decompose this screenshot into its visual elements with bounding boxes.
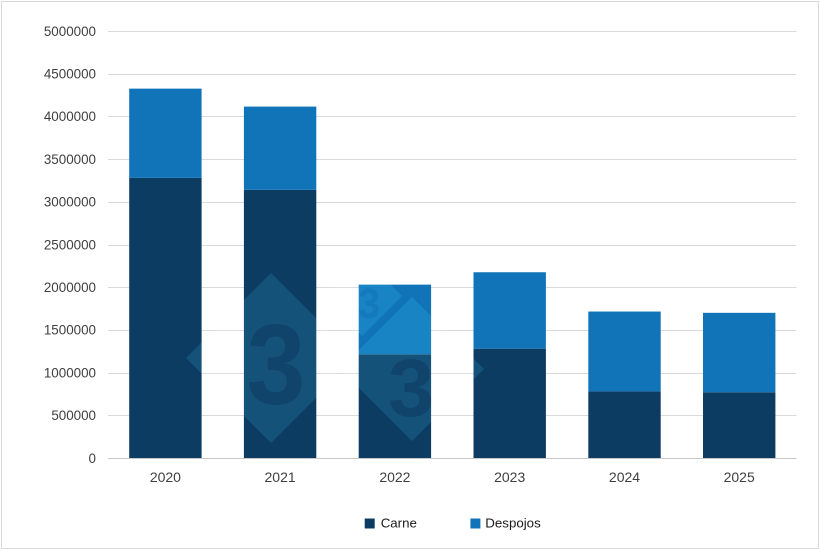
x-tick-label-2020: 2020 [150, 469, 181, 485]
y-tick-label: 500000 [51, 408, 96, 423]
legend: Carne Despojos [364, 516, 541, 531]
legend-label-carne: Carne [381, 516, 417, 531]
x-tick-label-2024: 2024 [609, 469, 640, 485]
y-tick-label: 0 [89, 451, 96, 466]
bar-segment-despojos-2021 [243, 106, 317, 190]
bar-segment-despojos-2020 [129, 88, 202, 178]
y-axis-tick-labels: 0 500000 1000000 1500000 2000000 2500000 30000… [44, 24, 96, 466]
watermark-diamond-3 [340, 297, 484, 441]
watermark-logo [186, 256, 484, 443]
y-tick-label: 5000000 [44, 24, 96, 39]
bar-segment-carne-2023 [473, 348, 546, 458]
y-tick-label: 2000000 [44, 280, 96, 295]
y-tick-label: 4500000 [44, 67, 96, 82]
y-tick-label: 3000000 [44, 195, 96, 210]
y-tick-label: 4000000 [44, 109, 96, 124]
bar-segment-carne-2024 [588, 391, 661, 458]
x-axis-category-labels: 2020 2021 2022 2023 2024 2025 [150, 469, 755, 485]
watermark-diamond-2 [322, 256, 402, 336]
y-tick-label: 2500000 [44, 237, 96, 252]
bar-segment-carne-2025 [703, 392, 776, 458]
y-tick-label: 1500000 [44, 323, 96, 338]
x-tick-label-2025: 2025 [724, 469, 755, 485]
y-tick-label: 1000000 [44, 365, 96, 380]
x-tick-label-2021: 2021 [265, 469, 296, 485]
legend-swatch-despojos [470, 518, 481, 529]
bar-segment-despojos-2024 [588, 311, 661, 392]
legend-swatch-carne [364, 518, 375, 529]
bar-segment-despojos-2025 [703, 312, 776, 393]
x-tick-label-2022: 2022 [379, 469, 410, 485]
y-tick-label: 3500000 [44, 152, 96, 167]
bar-segment-carne-2020 [129, 177, 202, 458]
legend-label-despojos: Despojos [485, 516, 541, 531]
bar-series [129, 88, 776, 458]
watermark-diamond-1 [186, 273, 356, 443]
bar-segment-despojos-2023 [473, 272, 546, 349]
x-tick-label-2023: 2023 [494, 469, 525, 485]
